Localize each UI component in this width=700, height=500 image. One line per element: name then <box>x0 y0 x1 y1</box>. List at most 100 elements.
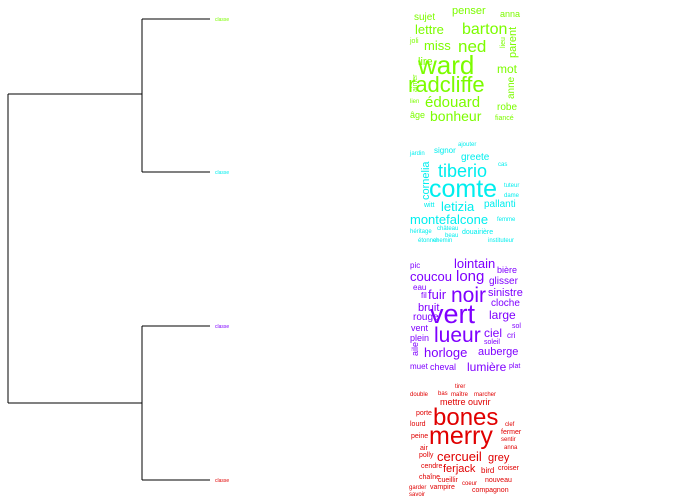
cloud-word: long <box>456 268 484 285</box>
cloud-word: étonner <box>418 238 438 244</box>
cloud-word: ajouter <box>458 142 476 148</box>
cloud-word: pallanti <box>484 199 516 210</box>
cloud-word: auberge <box>478 346 518 358</box>
cloud-word: douairière <box>462 229 493 236</box>
cloud-word: lourd <box>410 421 426 428</box>
cloud-word: lointain <box>454 256 495 271</box>
cloud-word: édouard <box>425 94 480 111</box>
wordclouds: radcliffe ward barton ned édouard bonheu… <box>408 5 523 498</box>
cloud-word: nouveau <box>485 477 512 484</box>
cloud-word: penser <box>452 5 486 17</box>
cloud-word: grey <box>488 452 510 464</box>
cloud-word: eau <box>413 283 426 292</box>
cloud-word: witt <box>423 202 435 209</box>
cloud-word: cas <box>498 162 507 168</box>
cloud-word: vert <box>430 299 476 329</box>
cloud-word: cheval <box>430 362 456 372</box>
cloud-word: merry <box>429 422 493 450</box>
cloud-word: sinistre <box>488 287 523 299</box>
leaf-label: classe <box>215 324 229 330</box>
cloud-word: parent <box>507 27 519 58</box>
cloud-word: mettre <box>440 397 466 407</box>
cloud-word: tirer <box>455 384 465 390</box>
leaf-labels: classe classe classe classe <box>215 17 229 484</box>
cloud-word: large <box>489 308 516 322</box>
cloud-word: plein <box>410 333 429 343</box>
cloud-word: muet <box>410 362 429 371</box>
cloud-word: mot <box>497 62 518 76</box>
cloud-word: beau <box>445 233 458 239</box>
cloud-word: joli <box>409 38 419 45</box>
cloud-word: lumière <box>467 360 507 374</box>
cloud-word: soleil <box>484 339 500 346</box>
dendrogram-tree <box>7 18 210 481</box>
cloud-word: letizia <box>441 199 475 214</box>
cloud-word: air <box>420 445 428 452</box>
cloud-word: compagnon <box>472 487 509 494</box>
cloud-word: barton <box>462 21 507 38</box>
cloud-word: marcher <box>474 392 496 398</box>
cloud-word: instituteur <box>488 238 514 244</box>
cloud-word: coeur <box>462 481 477 487</box>
cloud-word: bones <box>433 404 498 431</box>
cloud-word: lueur <box>434 324 481 347</box>
cloud-word: anna <box>504 445 518 451</box>
cloud-word: plat <box>509 363 520 370</box>
cloud-word: lieu <box>500 37 507 48</box>
cloud-word: fermer <box>501 429 522 436</box>
cloud-word: horloge <box>424 345 467 360</box>
cloud-word: lien <box>410 99 419 105</box>
cloud-word: signor <box>434 146 456 155</box>
cloud-word: savoir <box>409 492 425 498</box>
cloud-word: coucou <box>410 269 452 284</box>
cloud-word: château <box>437 226 458 232</box>
leaf-label: classe <box>215 17 229 23</box>
cloud-word: comte <box>429 175 497 203</box>
cloud-word: bruit <box>418 302 439 314</box>
cloud-word: fiancé <box>495 115 514 122</box>
cloud-word: vent <box>411 323 429 333</box>
cloud-word: sentir <box>501 437 516 443</box>
cloud-word: robe <box>497 102 517 113</box>
cloud-word: bird <box>481 466 494 475</box>
cloud-word: fil <box>421 291 427 300</box>
cloud-word: âge <box>410 110 425 120</box>
cloud-word: croiser <box>498 465 520 472</box>
cloud-word: clef <box>505 422 515 428</box>
cloud-word: cornelia <box>420 161 432 200</box>
cloud-word: héritage <box>410 229 432 235</box>
cloud-word: peine <box>411 433 428 440</box>
cloud-word: greete <box>461 152 490 163</box>
wordcloud-4: merry bones cercueil ferjack grey mettre… <box>409 384 522 498</box>
cloud-word: lettre <box>415 22 444 37</box>
cloud-word: sujet <box>414 12 435 23</box>
cloud-word: cueillir <box>438 477 459 484</box>
cloud-word: polly <box>419 452 434 459</box>
cloud-word: ward <box>417 50 474 80</box>
cloud-word: aimer <box>412 74 419 92</box>
cloud-word: tiberio <box>438 161 487 181</box>
cloud-word: ferjack <box>443 463 476 475</box>
wordcloud-2: comte tiberio letizia montefalcone corne… <box>409 142 520 244</box>
cloud-word: cloche <box>491 298 520 309</box>
cloud-word: anne <box>506 76 517 99</box>
cloud-word: bière <box>497 265 517 275</box>
wordcloud-1: radcliffe ward barton ned édouard bonheu… <box>408 5 520 124</box>
cloud-word: aile <box>410 342 420 356</box>
cloud-word: maître <box>451 392 469 398</box>
cloud-word: vampire <box>430 484 455 491</box>
cloud-word: sol <box>512 323 521 330</box>
cloud-word: bonheur <box>430 108 482 124</box>
cloud-word: noir <box>451 284 486 307</box>
cloud-word: tuteur <box>504 183 519 189</box>
cloud-word: cendre <box>421 463 443 470</box>
cloud-word: radcliffe <box>408 72 485 97</box>
cloud-word: cri <box>507 331 516 340</box>
cloud-word: rouge <box>413 312 439 323</box>
cloud-word: anna <box>500 9 520 19</box>
cloud-word: ciel <box>484 326 502 340</box>
cloud-word: femme <box>497 217 516 223</box>
cloud-word: jardin <box>409 151 425 157</box>
cloud-word: dame <box>504 193 520 199</box>
